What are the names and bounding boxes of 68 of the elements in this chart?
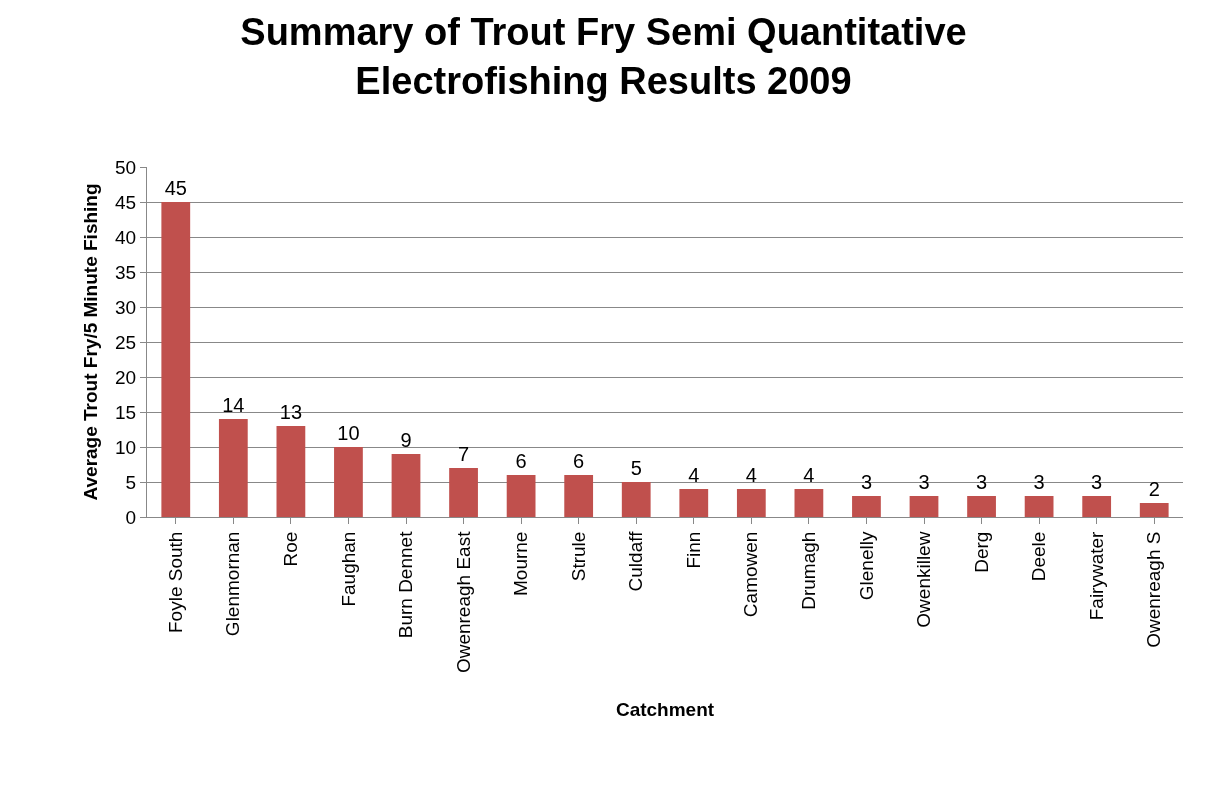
data-label: 3 <box>1091 471 1103 493</box>
data-label: 6 <box>515 450 527 472</box>
bar <box>1024 496 1054 517</box>
x-tick-label: Foyle South <box>164 531 186 634</box>
x-tick-label: Glenmornan <box>222 531 244 637</box>
bar <box>1139 503 1169 517</box>
data-label: 4 <box>688 464 700 486</box>
y-tick-label: 5 <box>125 471 137 493</box>
x-tick-label: Mourne <box>510 531 532 597</box>
data-label: 14 <box>222 394 245 416</box>
y-tick-label: 35 <box>115 261 137 283</box>
x-tick-label: Glenelly <box>855 531 877 601</box>
bar <box>736 489 766 517</box>
chart-title: Summary of Trout Fry Semi Quantitative Electrofishing Results 2009 <box>240 10 967 103</box>
data-label: 4 <box>803 464 815 486</box>
y-axis-title: Average Trout Fry/5 Minute Fishing <box>79 183 101 501</box>
data-label: 3 <box>975 471 988 493</box>
y-tick-label: 30 <box>115 296 137 318</box>
data-label: 9 <box>400 429 412 451</box>
bar <box>1082 496 1112 517</box>
y-tick-label: 50 <box>115 156 137 178</box>
data-label: 13 <box>279 401 303 423</box>
y-tick-label: 20 <box>115 366 137 388</box>
bar <box>391 454 421 517</box>
data-label: 6 <box>573 450 585 472</box>
x-tick-label: Owenreagh S <box>1143 531 1165 648</box>
y-tick-label: 45 <box>115 191 137 213</box>
x-tick-label: Fairywater <box>1085 530 1107 621</box>
data-label: 10 <box>337 422 360 444</box>
x-tick-label: Drumagh <box>798 531 820 610</box>
bar <box>161 202 191 517</box>
x-tick-label: Derg <box>970 531 992 573</box>
data-label: 3 <box>1033 471 1045 493</box>
bar <box>909 496 939 517</box>
bar <box>852 496 881 517</box>
x-tick-label: Culdaff <box>625 530 647 592</box>
bar <box>564 475 594 517</box>
x-tick-label: Burn Dennet <box>395 530 417 639</box>
x-tick-label: Finn <box>682 531 704 569</box>
bar <box>967 496 996 517</box>
x-tick-label: Owenkillew <box>913 531 935 628</box>
x-tick-label: Owenreagh East <box>452 530 474 674</box>
y-tick-label: 40 <box>115 226 137 248</box>
bar <box>276 426 306 517</box>
data-label: 45 <box>164 177 187 199</box>
y-tick-label: 25 <box>115 331 137 353</box>
bar <box>334 447 363 517</box>
x-tick-label: Strule <box>567 531 589 582</box>
x-tick-label: Deele <box>1028 531 1050 582</box>
data-label: 3 <box>918 471 930 493</box>
bar <box>449 468 478 517</box>
y-tick-label: 10 <box>115 436 137 458</box>
bar <box>794 489 824 517</box>
data-label: 3 <box>860 471 873 493</box>
bar <box>679 489 709 517</box>
x-tick-label: Camowen <box>740 531 762 618</box>
y-tick-label: 15 <box>115 401 137 423</box>
bar <box>506 475 536 517</box>
bar <box>218 419 248 517</box>
data-label: 7 <box>457 443 470 465</box>
bar <box>621 482 651 517</box>
y-tick-label: 0 <box>125 506 137 528</box>
x-tick-label: Faughan <box>337 531 359 607</box>
data-label: 2 <box>1148 478 1160 500</box>
x-tick-label: Roe <box>280 531 302 567</box>
data-label: 4 <box>745 464 757 486</box>
data-label: 5 <box>630 457 642 479</box>
x-axis-title: Catchment <box>615 698 715 720</box>
